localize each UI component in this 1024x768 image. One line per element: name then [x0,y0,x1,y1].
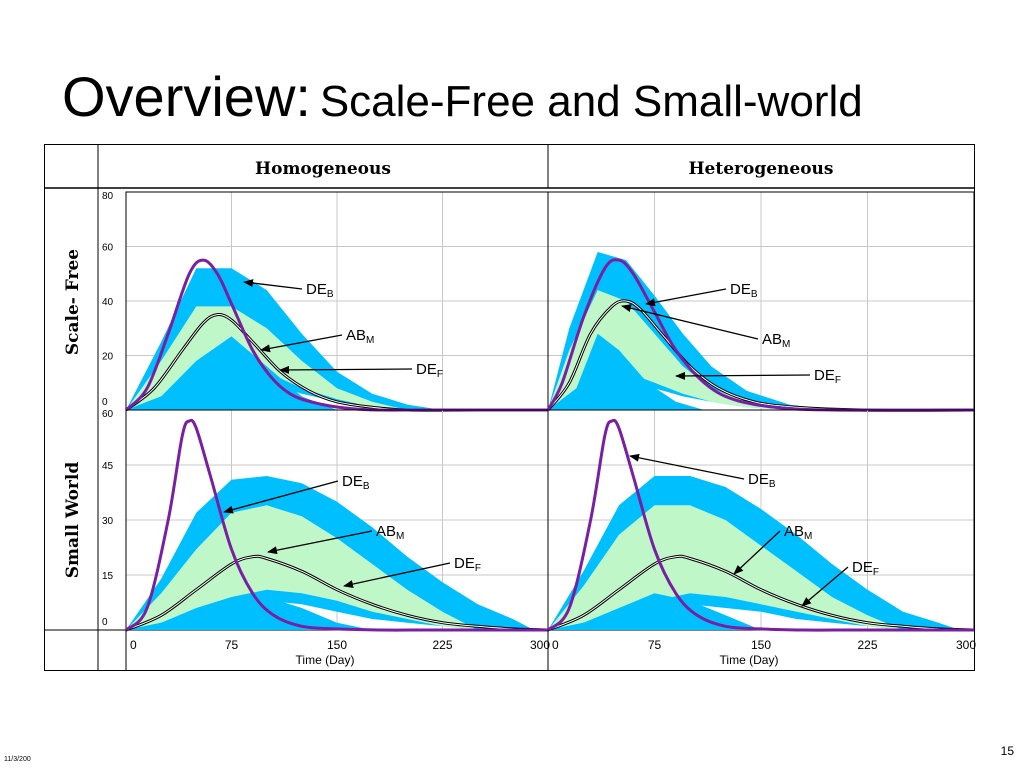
column-header-homogeneous: Homogeneous [255,159,391,179]
core-area [126,597,373,630]
x-tick-label: 75 [648,638,662,652]
abm-curve [125,555,549,631]
title-main: Overview: [62,65,311,128]
x-tick-label: 300 [530,638,550,652]
page-number: 15 [1000,744,1014,758]
annotation-label: DEF [454,555,481,574]
x-tick-label: 225 [857,638,877,652]
annotation-arrow [629,453,745,480]
annotation-name: DE [748,471,769,488]
annotation-name: DE [416,361,437,378]
annotation-subscript: B [751,289,758,300]
annotation-label: DEF [852,559,879,578]
annotation-name: DE [852,559,873,576]
x-tick-label: 225 [432,638,452,652]
annotation-name: DE [730,281,751,298]
annotation-name: DE [454,555,475,572]
row-header-small-world: Small World [63,462,83,579]
y-tick-label: 30 [102,516,114,527]
annotation-subscript: M [782,339,790,350]
annotation-subscript: M [366,335,374,346]
core-area [548,333,705,410]
annotation-arrow [267,530,373,555]
date-stamp: 11/3/200 [4,756,31,763]
x-axis-label: Time (Day) [720,653,779,667]
annotation-subscript: F [835,375,841,386]
annotation-name: AB [784,523,804,540]
x-tick-label: 0 [552,638,559,652]
annotation-label: DEB [748,471,776,490]
annotation-subscript: M [804,531,812,542]
annotation-label: DEB [730,281,758,300]
slide-title: Overview: Scale-Free and Small-world [62,62,863,132]
abm-curve [547,555,975,631]
annotation-name: AB [376,523,396,540]
column-header-heterogeneous: Heterogeneous [689,159,834,179]
title-sub: Scale-Free and Small-world [319,77,863,126]
annotation-arrow [675,371,811,380]
annotation-subscript: B [327,289,334,300]
annotation-label: DEB [342,473,370,492]
x-axis-label: Time (Day) [296,653,355,667]
chart-figure: Homogeneous Heterogeneous Scale- Free Sm… [44,144,976,672]
y-tick-label: 15 [102,571,114,582]
y-tick-label: 60 [102,243,114,254]
annotation-label: ABM [346,327,374,346]
y-tick-label: 20 [102,352,114,363]
annotation-name: DE [814,367,835,384]
y-tick-label: 0 [102,397,108,408]
annotation-name: DE [342,473,363,490]
annotation-subscript: M [396,531,404,542]
annotation-arrow [279,365,413,374]
annotation-label: DEF [416,361,443,380]
annotation-arrow [645,288,727,307]
annotation-subscript: B [769,479,776,490]
deb-curve [124,418,548,632]
x-tick-label: 75 [225,638,239,652]
y-tick-label: 60 [102,409,114,420]
annotation-subscript: F [475,563,481,574]
chart-grid-svg: Homogeneous Heterogeneous Scale- Free Sm… [44,144,976,671]
annotation-name: AB [346,327,366,344]
annotation-label: ABM [762,331,790,350]
annotation-name: DE [306,281,327,298]
x-tick-label: 0 [130,638,137,652]
annotation-name: AB [762,331,782,348]
y-tick-label: 40 [102,297,114,308]
annotation-arrow [621,304,759,340]
annotation-arrow [343,562,451,589]
annotation-label: DEB [306,281,334,300]
annotation-arrow [243,279,303,290]
y-tick-label: 80 [102,191,114,202]
x-tick-label: 300 [956,638,976,652]
annotation-label: DEF [814,367,841,386]
y-tick-label: 45 [102,461,114,472]
annotation-subscript: B [363,481,370,492]
x-tick-label: 150 [327,638,347,652]
annotation-arrow [801,566,849,607]
deb-curve [546,418,974,632]
inner-band-area [548,505,903,630]
annotation-arrow [260,334,343,353]
row-header-scale-free: Scale- Free [63,249,83,355]
annotation-arrow [223,480,339,514]
annotation-label: ABM [376,523,404,542]
annotation-arrow [733,530,781,575]
annotation-subscript: F [873,567,879,578]
annotation-label: ABM [784,523,812,542]
y-tick-label: 0 [102,617,108,628]
annotation-subscript: F [437,369,443,380]
x-tick-label: 150 [751,638,771,652]
inner-band-area [126,505,478,630]
